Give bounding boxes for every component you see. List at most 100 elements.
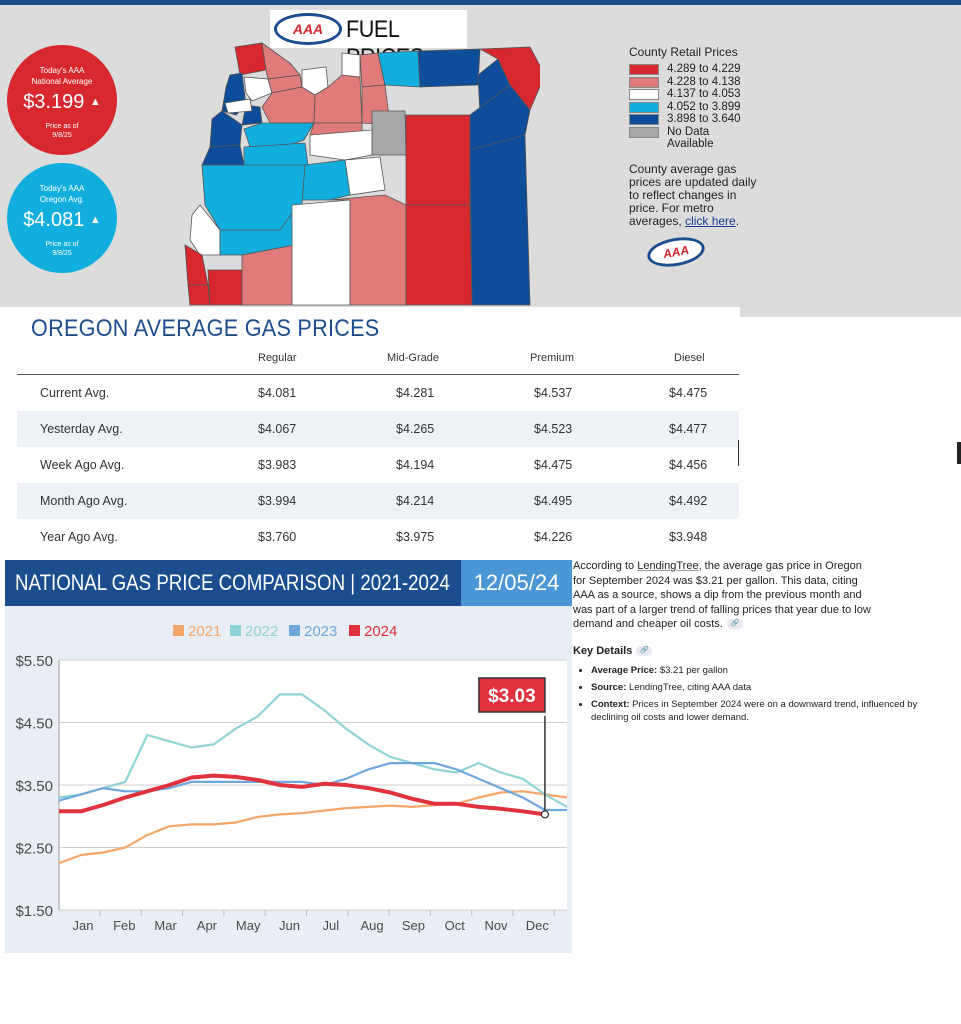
key-details-list: Average Price: $3.21 per gallon Source: … xyxy=(573,664,953,724)
list-item: Source: LendingTree, citing AAA data xyxy=(591,681,953,694)
legend-item: 4.052 to 3.899 xyxy=(629,101,759,114)
legend-label: 2022 xyxy=(245,623,278,640)
column-header-premium: Premium xyxy=(530,352,575,364)
cell-midgrade: $4.214 xyxy=(396,494,435,508)
legend-item: 3.898 to 3.640 xyxy=(629,113,759,126)
county-josephine[interactable] xyxy=(207,269,243,306)
summary-paragraph: According to LendingTree, the average ga… xyxy=(573,559,873,632)
table-row: Month Ago Avg. $3.994 $4.214 $4.495 $4.4… xyxy=(17,483,739,519)
x-tick-label: Oct xyxy=(445,918,466,933)
cell-midgrade: $4.281 xyxy=(396,386,435,400)
y-tick-label: $4.50 xyxy=(15,716,53,733)
legend-label: 4.289 to 4.229 xyxy=(667,63,741,75)
county-crook[interactable] xyxy=(309,129,373,161)
y-tick-label: $2.50 xyxy=(15,841,53,858)
national-average-label-line1: Today's AAA xyxy=(39,66,85,75)
county-klamath[interactable] xyxy=(291,199,351,306)
key-details-heading: Key Details 🔗 xyxy=(573,645,953,657)
county-malheur[interactable] xyxy=(469,134,531,306)
cell-regular: $4.067 xyxy=(258,422,297,436)
county-lincoln[interactable] xyxy=(201,144,245,166)
lendingtree-link[interactable]: LendingTree xyxy=(637,560,699,572)
county-wheeler-south[interactable] xyxy=(344,156,386,196)
bullet-label: Context: xyxy=(591,698,630,710)
series-line-2024 xyxy=(59,773,546,817)
cell-regular: $3.983 xyxy=(258,458,297,472)
county-grant[interactable] xyxy=(371,110,407,156)
chart-plot: $5.50 $4.50 $3.50 $2.50 $1.50 Jan Feb Mar Apr May… xyxy=(15,623,568,933)
county-deschutes[interactable] xyxy=(299,159,351,201)
county-washington[interactable] xyxy=(243,76,273,102)
x-tick-label: Nov xyxy=(484,918,508,933)
legend-swatch xyxy=(173,625,184,636)
aaa-logo[interactable]: AAA xyxy=(645,232,707,271)
county-jackson[interactable] xyxy=(241,244,296,306)
legend-title: County Retail Prices xyxy=(629,45,738,59)
x-tick-label: May xyxy=(236,918,261,933)
aaa-logo-text: AAA xyxy=(661,242,691,261)
county-columbia[interactable] xyxy=(261,42,301,80)
cell-regular: $3.760 xyxy=(258,530,297,544)
national-gas-price-chart: NATIONAL GAS PRICE COMPARISON | 2021-202… xyxy=(5,560,572,953)
source-link-icon[interactable]: 🔗 xyxy=(726,619,743,630)
row-label: Week Ago Avg. xyxy=(40,458,125,472)
legend-note: County average gas prices are updated da… xyxy=(629,161,759,228)
national-average-label-line2: National Average xyxy=(31,77,93,86)
county-umatilla[interactable] xyxy=(417,48,481,88)
source-link-icon[interactable]: 🔗 xyxy=(636,645,653,656)
oregon-average-label-line1: Today's AAA xyxy=(39,184,85,193)
oregon-county-map[interactable] xyxy=(180,15,540,310)
legend-swatch xyxy=(629,114,659,125)
row-label: Yesterday Avg. xyxy=(40,422,123,436)
callout-label: $3.03 xyxy=(488,686,536,707)
county-sherman[interactable] xyxy=(341,52,361,78)
legend-swatch xyxy=(230,625,241,636)
legend-note-end: . xyxy=(735,213,740,228)
cell-diesel: $4.475 xyxy=(669,386,708,400)
legend-label: 4.137 to 4.053 xyxy=(667,88,741,100)
table-row: Current Avg. $4.081 $4.281 $4.537 $4.475 xyxy=(17,375,739,411)
cell-regular: $3.994 xyxy=(258,494,297,508)
list-item: Average Price: $3.21 per gallon xyxy=(591,664,953,677)
legend-swatch xyxy=(349,625,360,636)
cell-premium: $4.226 xyxy=(534,530,573,544)
aaa-logo[interactable]: AAA xyxy=(274,13,342,45)
callout-box xyxy=(478,677,546,713)
row-label: Month Ago Avg. xyxy=(40,494,128,508)
county-polk[interactable] xyxy=(209,110,243,148)
y-tick-label: $5.50 xyxy=(15,653,53,670)
oregon-price-table: OREGON AVERAGE GAS PRICES Regular Mid-Gr… xyxy=(0,307,740,547)
county-grant-east[interactable] xyxy=(405,114,471,206)
cell-regular: $4.081 xyxy=(258,386,297,400)
legend-swatch xyxy=(629,101,659,113)
cell-midgrade: $3.975 xyxy=(396,530,435,544)
bullet-text: Prices in September 2024 were on a downw… xyxy=(591,698,918,723)
county-clatsop[interactable] xyxy=(234,42,267,76)
trend-up-icon: ▲ xyxy=(89,214,101,226)
x-tick-label: Dec xyxy=(526,918,550,933)
cell-diesel: $4.456 xyxy=(669,458,708,472)
legend-note-text: County average gas prices are updated da… xyxy=(629,161,757,228)
bullet-label: Average Price: xyxy=(591,664,658,676)
county-benton[interactable] xyxy=(224,98,253,114)
chart-header: NATIONAL GAS PRICE COMPARISON | 2021-202… xyxy=(5,560,572,606)
x-tick-label: Jul xyxy=(322,918,339,933)
table-title: OREGON AVERAGE GAS PRICES xyxy=(31,315,380,342)
oregon-asof-line1: Price as of xyxy=(45,241,79,248)
oregon-average-label-line2: Oregon Avg. xyxy=(39,195,85,204)
table-row: Week Ago Avg. $3.983 $4.194 $4.475 $4.45… xyxy=(17,447,739,483)
county-price-legend: County Retail Prices 4.289 to 4.229 4.22… xyxy=(629,45,759,271)
metro-averages-link[interactable]: click here xyxy=(685,213,736,228)
legend-swatch xyxy=(629,126,659,138)
clipped-edge-mark xyxy=(957,442,961,464)
cell-premium: $4.495 xyxy=(534,494,573,508)
county-curry[interactable] xyxy=(187,284,211,306)
y-tick-label: $3.50 xyxy=(15,778,53,795)
x-tick-label: Aug xyxy=(361,918,384,933)
row-label: Current Avg. xyxy=(40,386,110,400)
county-morrow[interactable] xyxy=(377,50,421,88)
x-tick-label: Sep xyxy=(402,918,425,933)
county-harney[interactable] xyxy=(405,204,473,306)
cell-premium: $4.537 xyxy=(534,386,573,400)
table-row: Yesterday Avg. $4.067 $4.265 $4.523 $4.4… xyxy=(17,411,739,447)
